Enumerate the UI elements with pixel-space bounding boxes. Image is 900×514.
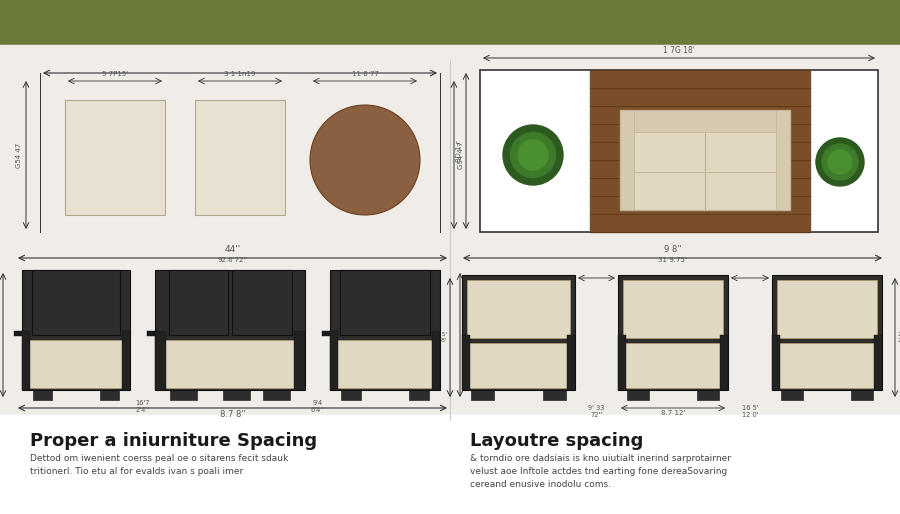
Text: 11 8 77: 11 8 77 xyxy=(352,71,379,77)
Bar xyxy=(874,335,882,390)
Ellipse shape xyxy=(822,144,858,180)
Bar xyxy=(620,110,790,210)
Bar xyxy=(772,335,780,390)
Text: 8.7 8'': 8.7 8'' xyxy=(220,410,246,419)
Text: 8D 1.r: 8D 1.r xyxy=(456,140,462,162)
Text: 92.6'72'': 92.6'72'' xyxy=(218,258,248,264)
Text: 8.7 12': 8.7 12' xyxy=(661,410,685,416)
Text: 13E1
1S15: 13E1 1S15 xyxy=(463,329,479,340)
Bar xyxy=(590,70,810,232)
Bar xyxy=(32,270,121,335)
Bar xyxy=(772,275,882,390)
Bar xyxy=(29,340,123,388)
Text: 31 9.75': 31 9.75' xyxy=(658,258,687,264)
Bar xyxy=(32,390,52,400)
Bar xyxy=(626,390,649,400)
Bar xyxy=(330,270,440,390)
Bar xyxy=(222,390,249,400)
Ellipse shape xyxy=(518,140,548,170)
Text: Layoutre spacing: Layoutre spacing xyxy=(470,432,644,450)
Bar xyxy=(620,110,790,132)
Bar xyxy=(155,331,166,390)
Text: 18 5'
7 28': 18 5' 7 28' xyxy=(431,332,447,343)
Bar xyxy=(720,335,728,390)
Bar xyxy=(337,340,434,388)
Text: 9 7P15': 9 7P15' xyxy=(102,71,128,77)
Bar xyxy=(618,275,728,390)
Bar xyxy=(330,331,338,390)
Bar xyxy=(620,110,634,210)
Bar xyxy=(544,390,566,400)
Text: 16'7
2'4'': 16'7 2'4'' xyxy=(135,400,149,413)
Bar xyxy=(781,390,803,400)
Text: 44'': 44'' xyxy=(224,245,240,254)
Bar xyxy=(65,100,165,215)
Bar xyxy=(698,390,719,400)
Bar xyxy=(155,270,305,390)
Text: & torndio ore dadsiais is kno uiutialt inerind sarprotairner
velust aoe lnftole : & torndio ore dadsiais is kno uiutialt i… xyxy=(470,454,731,489)
Text: Proper a iniurniture Spacing: Proper a iniurniture Spacing xyxy=(30,432,317,450)
Text: 9' 33
72'': 9' 33 72'' xyxy=(589,405,605,418)
Bar xyxy=(164,340,296,388)
Text: 2.1 3n
2'1n: 2.1 3n 2'1n xyxy=(898,332,900,343)
Ellipse shape xyxy=(510,133,555,177)
Bar xyxy=(0,415,900,514)
Bar xyxy=(432,331,440,390)
Bar xyxy=(263,390,290,400)
Text: 3 1 1n19: 3 1 1n19 xyxy=(224,71,256,77)
Bar xyxy=(14,331,22,336)
Bar xyxy=(195,100,285,215)
Bar xyxy=(232,270,292,335)
Bar xyxy=(410,390,429,400)
Bar xyxy=(322,331,330,336)
Bar xyxy=(122,331,130,390)
Text: GS4 4-7: GS4 4-7 xyxy=(458,141,464,169)
Bar xyxy=(168,270,228,335)
Bar xyxy=(170,390,197,400)
Text: 16 5'
12 0': 16 5' 12 0' xyxy=(742,405,759,418)
Bar xyxy=(0,0,900,45)
Bar xyxy=(341,390,361,400)
Bar xyxy=(462,335,470,390)
Text: 1 7G 18': 1 7G 18' xyxy=(663,46,695,55)
Bar xyxy=(778,342,876,388)
Bar xyxy=(480,70,878,232)
Bar xyxy=(851,390,873,400)
Ellipse shape xyxy=(310,105,420,215)
Bar xyxy=(625,342,722,388)
Bar xyxy=(147,331,155,336)
Bar xyxy=(22,270,130,390)
Bar xyxy=(567,335,575,390)
Bar xyxy=(469,342,568,388)
Bar xyxy=(462,275,575,390)
Text: 9 8'': 9 8'' xyxy=(663,245,681,254)
Bar xyxy=(624,280,723,338)
Bar xyxy=(22,331,30,390)
Bar xyxy=(776,110,790,210)
Ellipse shape xyxy=(828,150,852,174)
Bar xyxy=(467,280,570,338)
Ellipse shape xyxy=(816,138,864,186)
Bar xyxy=(100,390,119,400)
Text: 9'4
6'4'': 9'4 6'4'' xyxy=(310,400,325,413)
Bar xyxy=(778,280,877,338)
Ellipse shape xyxy=(503,125,563,185)
Bar xyxy=(294,331,305,390)
Text: G54 47: G54 47 xyxy=(16,142,22,168)
Bar xyxy=(340,270,430,335)
Text: Dettod om iwenient coerss peal oe o sitarens fecit sdauk
tritionerl. Tio etu al : Dettod om iwenient coerss peal oe o sita… xyxy=(30,454,288,476)
Bar xyxy=(471,390,493,400)
Bar xyxy=(618,335,626,390)
